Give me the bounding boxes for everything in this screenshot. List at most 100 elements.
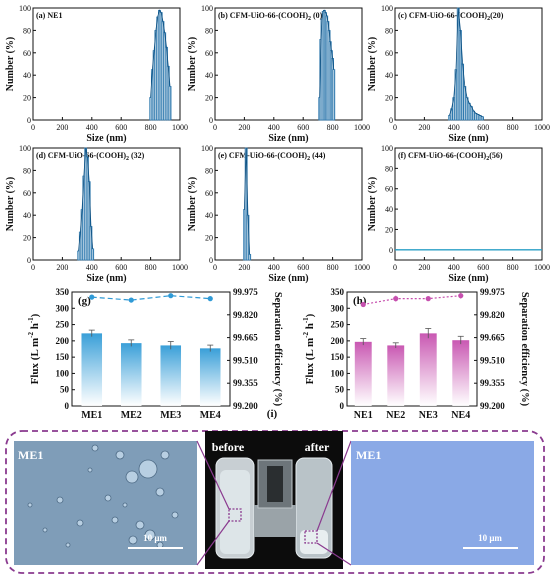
panel-label: (a) [36,11,47,20]
x-axis-label: Size (nm) [448,133,488,144]
x-tick-label: 400 [86,263,98,272]
panel-label: (i) [267,408,278,420]
histogram-bar [91,248,95,261]
y-tick-label: 0 [389,116,393,125]
title-text: NE1 [47,11,62,20]
y2-tick-label: 99.355 [480,378,505,388]
before-label: before [212,440,245,454]
y-tick-label: 50 [335,385,345,395]
y-tick-label: 0 [389,246,393,255]
size-panel-a: 0 200 400 600 800 1000 0 20 40 60 80 100 Size (nm) Nu… [5,4,188,144]
histogram-bar [168,86,172,121]
distribution-outline [78,147,94,252]
zoom-box-after [304,530,318,544]
x-tick-label: 600 [115,263,127,272]
plot-frame [32,147,181,261]
y-tick-label: 20 [385,94,393,103]
x-tick-label: 800 [327,123,339,132]
x-tick-label: 400 [268,263,280,272]
droplet [42,527,48,533]
x-tick-label: 800 [145,263,157,272]
scale-label: 10 μm [478,533,502,543]
panel-label: (f) [398,151,408,160]
histogram-bar [474,112,478,121]
title-text: CFM-UiO-66-(COOH) [408,151,487,160]
label-superscript: -1 [302,317,310,323]
y-axis-label: Number (%) [187,177,198,232]
micrograph-label: ME1 [356,448,381,462]
zoom-box-before [228,508,242,522]
size-panel-d: 0 200 400 600 800 1000 0 20 40 60 80 100 Size (nm) Nu… [5,144,188,284]
y-tick-label: 50 [60,385,70,395]
x-tick-label: 200 [56,123,68,132]
y-axis-label: Flux (L m-2 h-1) [27,313,41,384]
panel-title: (b) CFM-UiO-66-(COOH)2 (0) [218,11,323,22]
x-tick-label: 400 [448,263,460,272]
flux-panel-g: (g) 0 50 100 150 200 250 300 350 99.200 99.355 99.5… [27,287,283,421]
efficiency-point [207,296,213,302]
x-tick-label: 400 [86,123,98,132]
y2-axis-label: Separation efficiency (%) [272,292,283,407]
flux-bar [452,340,470,406]
y-tick-label: 20 [23,234,31,243]
y-tick-label: 60 [205,49,213,58]
y2-tick-label: 99.510 [480,355,505,365]
y-axis-label: Number (%) [5,37,16,92]
x-tick-label: 600 [115,123,127,132]
tube-after-liquid [300,530,328,554]
panel-title: (c) CFM-UiO-66-(COOH)2(20) [398,11,504,22]
panel-label: (c) [398,11,409,20]
droplet [122,502,128,508]
title-suffix: (32) [129,151,145,160]
y-tick-label: 80 [23,26,31,35]
x-tick-label: 1000 [172,123,188,132]
efficiency-point [360,301,366,308]
x-tick-label: 600 [297,263,309,272]
efficiency-point [458,293,464,299]
flux-bar [354,341,372,406]
droplet [171,511,179,519]
droplet [104,494,112,502]
y-tick-label: 250 [56,320,70,330]
x-tick-label: 0 [393,123,397,132]
y2-tick-label: 99.820 [480,310,505,320]
flux-bar [120,343,142,406]
y-tick-label: 80 [385,164,393,173]
title-subscript: 2 [126,156,129,162]
x-tick-label: 600 [477,123,489,132]
flux-bar [199,348,221,406]
y-tick-label: 40 [205,211,213,220]
droplet [91,444,99,452]
y-tick-label: 0 [209,116,213,125]
x-tick-label: ME2 [121,410,142,421]
y-tick-label: 150 [56,352,70,362]
droplet [27,502,33,508]
size-panel-b: 0 200 400 600 800 1000 0 20 40 60 80 100 Size (nm) Nu… [187,4,370,144]
y-tick-label: 80 [205,166,213,175]
y-tick-label: 350 [331,287,345,297]
label-superscript: -2 [27,332,35,338]
y-tick-label: 40 [205,71,213,80]
plot-frame [71,291,231,407]
y-tick-label: 150 [331,352,345,362]
x-axis-label: Size (nm) [268,273,308,284]
title-suffix: (0) [311,11,323,20]
y-tick-label: 200 [331,336,345,346]
x-tick-label: 600 [297,123,309,132]
x-tick-label: 800 [507,263,519,272]
x-tick-label: 1000 [534,263,550,272]
x-tick-label: 200 [238,123,250,132]
x-tick-label: 800 [507,123,519,132]
droplet [144,529,156,541]
title-subscript: 2 [486,156,489,162]
x-tick-label: 1000 [354,263,370,272]
title-suffix: (44) [310,151,326,160]
efficiency-line [91,295,211,301]
x-tick-label: ME4 [200,410,221,421]
y-tick-label: 100 [201,4,213,13]
y-tick-label: 0 [209,256,213,265]
y-tick-label: 100 [56,368,70,378]
droplet [115,450,125,460]
x-axis-label: Size (nm) [448,273,488,284]
